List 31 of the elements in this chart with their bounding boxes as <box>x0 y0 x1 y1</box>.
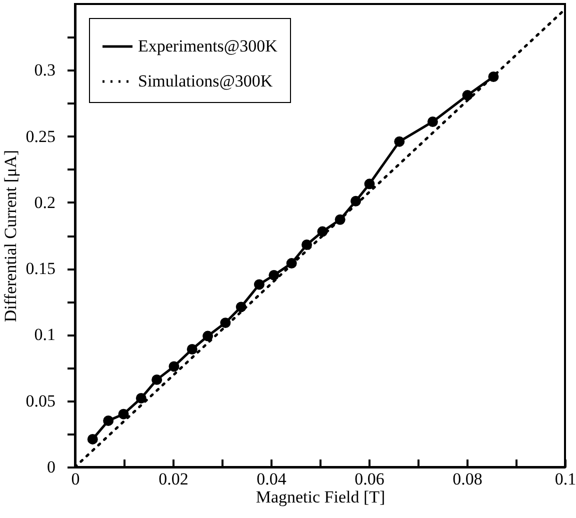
x-tick-label: 0 <box>71 470 80 488</box>
x-axis-title: Magnetic Field [T] <box>256 488 386 506</box>
legend-label: Simulations@300K <box>138 72 274 90</box>
y-tick-label: 0.05 <box>26 391 56 410</box>
y-tick-label: 0.2 <box>34 192 56 212</box>
point <box>87 434 98 444</box>
point <box>268 270 280 280</box>
y-tick-label: 0.1 <box>34 325 56 344</box>
point <box>118 408 129 420</box>
y-tick-label: 0.3 <box>34 60 56 80</box>
point <box>364 178 375 190</box>
y-axis-title: Differential Current [μA] <box>0 150 20 322</box>
point <box>168 361 180 372</box>
point <box>103 415 114 426</box>
point <box>152 374 162 385</box>
point <box>254 279 264 290</box>
point <box>202 330 214 342</box>
point <box>136 392 146 404</box>
x-tick-label: 0.04 <box>256 470 287 488</box>
x-tick-label: 0.08 <box>452 470 482 488</box>
point <box>462 90 473 101</box>
y-tick-label: 0.15 <box>26 259 56 278</box>
y-tick-label: 0 <box>47 458 56 476</box>
x-tick-label: 0.02 <box>158 470 188 488</box>
legend-label: Experiments@300K <box>138 36 278 56</box>
x-tick-label: 0.1 <box>554 470 576 488</box>
y-tick-label: 0.25 <box>26 126 56 146</box>
point <box>394 136 405 147</box>
point <box>427 116 438 127</box>
point <box>186 344 198 354</box>
x-tick-label: 0.06 <box>354 470 384 488</box>
